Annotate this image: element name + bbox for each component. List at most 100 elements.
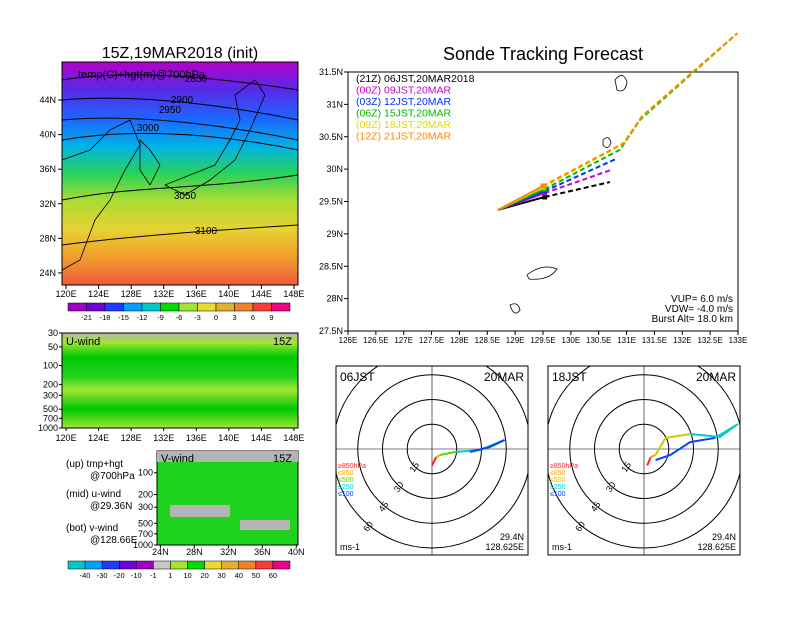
note: @29.36N (90, 501, 132, 512)
x-tick-label: 140E (218, 433, 239, 443)
v-label: V-wind (161, 453, 194, 465)
colorbar-label: 0 (214, 313, 218, 322)
contours (61, 74, 299, 246)
legend-entry: ≤850 (338, 470, 354, 477)
v-wind-field (156, 450, 299, 546)
colorbar-box (221, 560, 240, 570)
colorbar-box (67, 560, 86, 570)
hodograph-lat: 29.4N (712, 532, 736, 542)
x-tick-label: 144E (251, 289, 272, 299)
colorbar-label: 30 (218, 571, 226, 580)
legend-entry: ≤100 (338, 491, 354, 498)
track-line (544, 181, 611, 198)
x-tick-label: 130.5E (586, 336, 611, 345)
colorbar-box (101, 560, 120, 570)
x-tick-label: 127E (394, 336, 413, 345)
y-tick-label: 700 (138, 529, 153, 539)
ring (336, 366, 528, 549)
track-line (542, 32, 739, 187)
y-tick-label: 100 (43, 361, 58, 371)
ring-label: 60 (361, 520, 375, 534)
colorbar-box (234, 302, 254, 312)
x-tick-label: 132E (153, 289, 174, 299)
legend-entry: ≤250 (338, 484, 354, 491)
y-tick-label: 1000 (38, 423, 58, 433)
colorbar-label: 10 (183, 571, 191, 580)
colorbar-box (84, 560, 103, 570)
map-frame (61, 61, 299, 286)
y-tick-label: 200 (43, 379, 58, 389)
hodograph-date: 20MAR (696, 370, 736, 384)
v-time: 15Z (273, 453, 292, 465)
annotation: VUP= 6.0 m/s (671, 294, 733, 305)
colorbar-label: -6 (176, 313, 183, 322)
legend-entry: ≤250 (550, 484, 566, 491)
x-tick-label: 128.5E (475, 336, 500, 345)
colorbar-label: 50 (252, 571, 260, 580)
legend-entry: ≤500 (550, 477, 566, 484)
x-tick-label: 148E (283, 289, 304, 299)
y-tick-label: 31N (326, 99, 343, 109)
hodograph-date: 20MAR (484, 370, 524, 384)
contour-label: 3000 (137, 123, 160, 134)
ring-label: 15 (619, 460, 633, 474)
x-tick-label: 127.5E (419, 336, 444, 345)
colorbar-box (271, 302, 291, 312)
hodograph-line (655, 436, 716, 462)
legend-entry: (06Z) 15JST,20MAR (356, 108, 452, 120)
colorbar-label: -40 (80, 571, 91, 580)
x-tick-label: 129E (506, 336, 525, 345)
x-tick-label: 40N (288, 547, 305, 557)
hodograph-line (650, 454, 656, 459)
colorbar-box (153, 560, 171, 570)
legend-entry: ≤100 (550, 491, 566, 498)
colorbar-box (255, 560, 274, 570)
y-tick-label: 30.5N (319, 132, 343, 142)
map-title: 15Z,19MAR2018 (init) (102, 45, 259, 62)
y-tick-label: 29N (326, 229, 343, 239)
hodograph-line (690, 423, 739, 439)
hodograph-line (435, 454, 441, 459)
x-tick-label: 128E (121, 433, 142, 443)
coastline (61, 79, 266, 271)
contour-label: 2900 (171, 95, 194, 106)
y-tick-label: 29.5N (319, 197, 343, 207)
x-tick-label: 128E (121, 289, 142, 299)
y-tick-label: 500 (43, 404, 58, 414)
colorbar-box (187, 560, 205, 570)
u-label: U-wind (66, 336, 100, 348)
hodograph-unit: ms-1 (340, 542, 360, 552)
ring-label: 45 (589, 500, 603, 514)
ring-label: 60 (573, 520, 587, 534)
colorbar-label: 20 (200, 571, 208, 580)
x-tick-label: 131.5E (642, 336, 667, 345)
x-tick-label: 129.5E (530, 336, 555, 345)
map-label: temp(C)+hgt(m)@700hPa (78, 69, 206, 81)
legend-entry: ≥850hPa (550, 463, 578, 470)
colorbar-box (123, 302, 143, 312)
x-tick-label: 132.5E (697, 336, 722, 345)
x-tick-label: 120E (56, 433, 77, 443)
x-tick-label: 126E (339, 336, 358, 345)
u-time: 15Z (273, 336, 292, 348)
colorbar-box (170, 560, 188, 570)
colorbar-box (204, 560, 222, 570)
colorbar-label: -30 (97, 571, 108, 580)
y-tick-label: 28.5N (319, 261, 343, 271)
colorbar-label: 3 (232, 313, 236, 322)
ring-label: 30 (392, 480, 406, 494)
colorbar-box (104, 302, 124, 312)
x-tick-label: 136E (186, 289, 207, 299)
ring-label: 15 (407, 460, 421, 474)
ring-label: 45 (377, 500, 391, 514)
y-tick-label: 28N (326, 294, 343, 304)
colorbar-label: -18 (100, 313, 111, 322)
colorbar-box (86, 302, 106, 312)
legend-entry: (12Z) 21JST,20MAR (356, 131, 452, 143)
x-tick-label: 140E (218, 289, 239, 299)
y-tick-label: 36N (39, 164, 56, 174)
ring (357, 374, 507, 524)
x-tick-label: 124E (88, 433, 109, 443)
